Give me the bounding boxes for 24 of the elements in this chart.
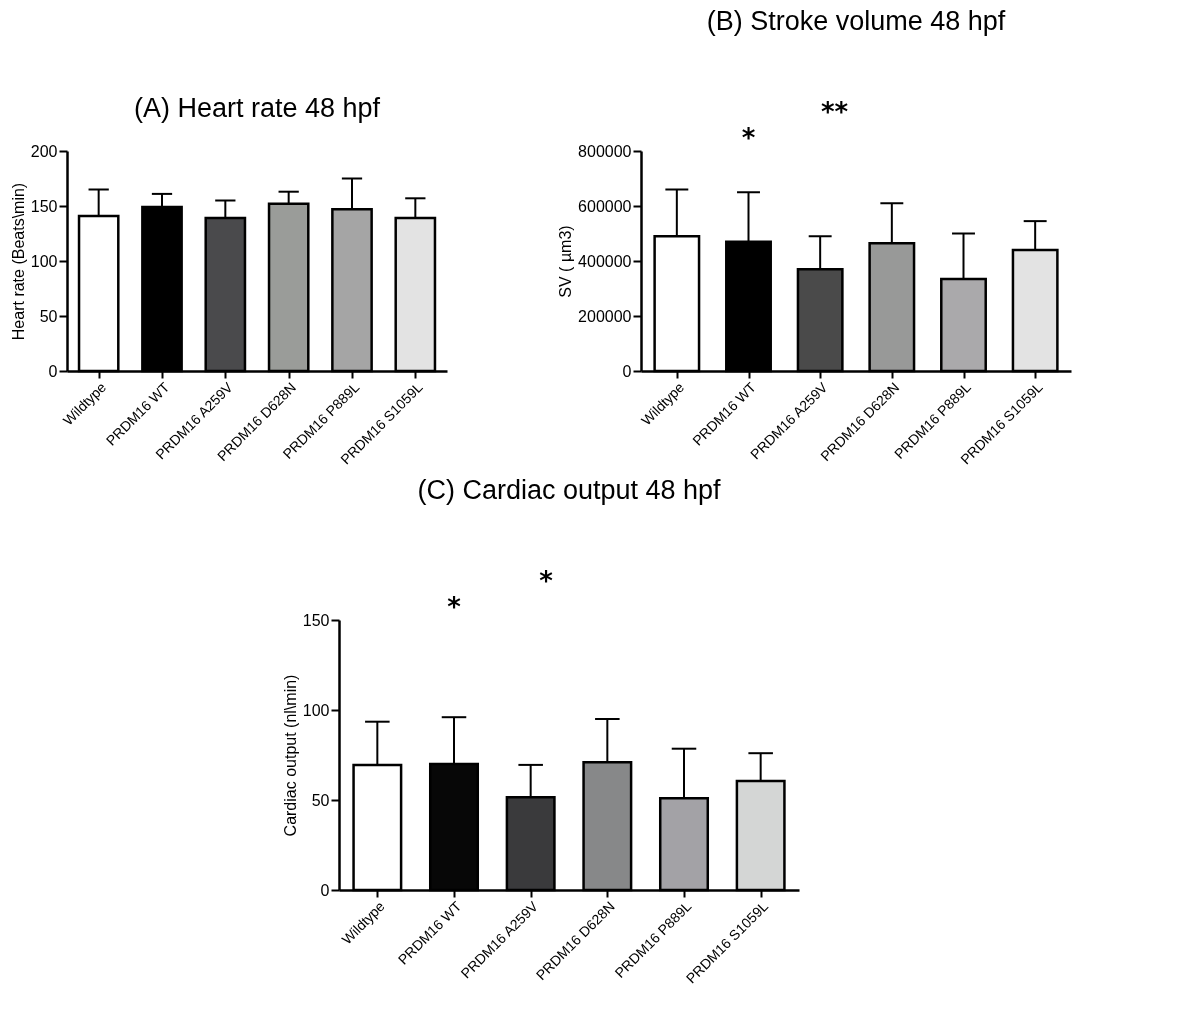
y-axis-title: Heart rate (Beats\min) <box>9 182 27 341</box>
chart-title: (A) Heart rate 48 hpf <box>133 93 381 123</box>
y-tick-label: 600000 <box>578 197 632 215</box>
y-axis-title: SV ( µm3) <box>557 225 575 298</box>
y-tick-label: 0 <box>48 362 58 380</box>
y-tick-label: 200 <box>30 142 58 160</box>
y-tick-label: 100 <box>30 252 58 270</box>
y-tick-label: 150 <box>30 197 58 215</box>
y-tick-label: 0 <box>622 362 632 380</box>
text: * <box>539 566 554 596</box>
y-tick-label: 50 <box>311 791 330 809</box>
annotation: * <box>447 592 462 622</box>
y-tick-label: 800000 <box>578 142 632 160</box>
y-tick-label: 100 <box>302 701 330 719</box>
chart-title: (C) Cardiac output 48 hpf <box>417 475 722 505</box>
y-tick-label: 50 <box>39 307 58 325</box>
y-axis-title: Cardiac output (nl\min) <box>281 674 299 837</box>
text: ** <box>820 97 849 127</box>
y-tick-label: 150 <box>302 611 330 629</box>
annotation: * <box>741 123 756 153</box>
chart-title: (B) Stroke volume 48 hpf <box>706 6 1006 36</box>
y-tick-label: 200000 <box>578 307 632 325</box>
y-tick-label: 0 <box>320 881 330 899</box>
y-tick-label: 400000 <box>578 252 632 270</box>
